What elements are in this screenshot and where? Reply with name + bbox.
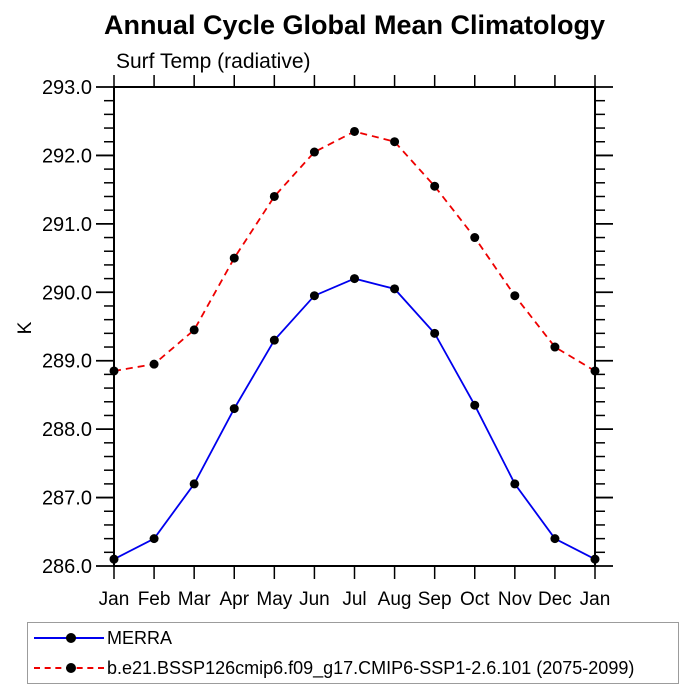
x-tick-label: Sep (418, 589, 452, 610)
x-tick-label: Feb (138, 589, 171, 610)
marker-dot-icon (66, 633, 76, 643)
data-point-marker (309, 291, 319, 301)
chart-title: Annual Cycle Global Mean Climatology (103, 10, 606, 40)
data-point-marker (470, 233, 480, 243)
data-point-marker (550, 342, 560, 352)
data-point-marker (590, 554, 600, 564)
y-tick-label: 292.0 (42, 145, 92, 167)
data-point-marker (149, 359, 159, 369)
merra-line-sample (34, 633, 104, 643)
x-tick-label: Jun (299, 589, 330, 610)
data-point-marker (430, 328, 440, 338)
data-point-marker (510, 291, 520, 301)
series-line-1 (113, 130, 596, 372)
data-point-marker (470, 400, 480, 410)
chart-subtitle: Surf Temp (radiative) (116, 50, 311, 73)
data-point-marker (350, 126, 359, 136)
x-tick-label: Mar (178, 589, 211, 610)
data-point-marker (149, 534, 159, 544)
y-tick-label: 289.0 (42, 351, 92, 373)
data-point-marker (229, 404, 239, 414)
marker-dot-icon (66, 663, 76, 673)
legend-label-model-run: b.e21.BSSP126cmip6.f09_g17.CMIP6-SSP1-2.… (107, 657, 635, 678)
data-point-marker (430, 181, 440, 191)
x-tick-label: Dec (538, 589, 572, 610)
x-tick-label: Aug (378, 589, 412, 610)
x-tick-label: Jul (342, 589, 366, 610)
x-tick-label: Nov (498, 589, 532, 610)
y-tick-label: 288.0 (42, 419, 92, 441)
series-line-0 (113, 277, 596, 560)
legend-item-model-run: b.e21.BSSP126cmip6.f09_g17.CMIP6-SSP1-2.… (28, 653, 678, 683)
x-tick-label: Jan (99, 589, 130, 610)
legend: MERRA b.e21.BSSP126cmip6.f09_g17.CMIP6-S… (27, 622, 679, 684)
y-tick-label: 291.0 (42, 214, 92, 236)
legend-item-merra: MERRA (28, 623, 678, 653)
x-tick-label: Oct (460, 589, 490, 610)
legend-label-merra: MERRA (107, 627, 173, 648)
data-point-marker (269, 335, 279, 345)
y-tick-label: 286.0 (42, 556, 92, 578)
model-line-sample (34, 663, 104, 673)
y-tick-label: 287.0 (42, 488, 92, 510)
data-point-marker (189, 479, 199, 489)
data-point-marker (350, 274, 359, 284)
data-point-marker (390, 137, 400, 147)
data-point-marker (510, 479, 520, 489)
data-point-marker (109, 554, 119, 564)
data-point-marker (309, 147, 319, 157)
y-tick-label: 290.0 (42, 282, 92, 304)
x-tick-label: Jan (580, 589, 611, 610)
data-point-marker (269, 191, 279, 201)
data-point-marker (229, 253, 239, 263)
data-point-marker (189, 325, 199, 335)
x-tick-label: Apr (219, 589, 249, 610)
data-point-marker (550, 534, 560, 544)
data-point-marker (109, 366, 119, 376)
data-point-marker (390, 284, 400, 294)
x-tick-label: May (256, 589, 292, 610)
data-point-marker (590, 366, 600, 376)
y-tick-label: 293.0 (42, 77, 92, 99)
